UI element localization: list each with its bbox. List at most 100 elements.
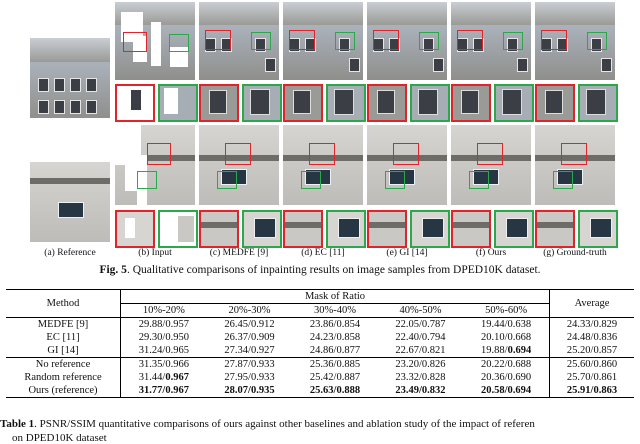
gi-crop-red-top	[367, 84, 407, 122]
ground-truth-image-bottom	[535, 125, 615, 205]
input-image-top	[115, 2, 195, 80]
caption-gi: (e) GI [14]	[386, 248, 428, 258]
header-average: Average	[549, 289, 634, 318]
score-cell: 25.42/0.887	[309, 372, 361, 383]
caption-input: (b) Input	[138, 248, 172, 258]
score-cell: 31.35/0.966	[119, 357, 207, 371]
input-crop-green-top	[158, 84, 198, 122]
score-cell: 24.86/0.877	[309, 345, 361, 356]
average-cell: 24.48/0.836	[549, 331, 634, 344]
score-cell: 23.86/0.854	[309, 319, 361, 330]
header-method: Method	[6, 289, 121, 318]
score-cell: 20.10/0.668	[481, 332, 532, 343]
mask-range: 10%-20%	[119, 303, 207, 318]
reference-image-top	[30, 38, 110, 118]
table-caption-label: Table 1	[0, 418, 35, 430]
gi-crop-red-bottom	[367, 210, 407, 248]
table-caption-text: . PSNR/SSIM quantitative comparisons of …	[34, 418, 535, 430]
method-cell: Ours (reference)	[28, 385, 98, 396]
ec-image-bottom	[283, 125, 363, 205]
score-cell: 22.40/0.794	[395, 332, 446, 343]
score-cell: 29.30/0.950	[119, 331, 207, 344]
score-cell: 19.88/0.694	[481, 345, 532, 356]
score-cell: 26.45/0.912	[224, 319, 275, 330]
gi-image-bottom	[367, 125, 447, 205]
score-cell: 22.05/0.787	[395, 319, 446, 330]
gi-crop-green-top	[410, 84, 450, 122]
medfe-crop-green-top	[242, 84, 282, 122]
ours-crop-red-top	[451, 84, 491, 122]
mask-range: 50%-60%	[463, 303, 550, 318]
score-cell: 25.63/0.888	[309, 385, 361, 396]
score-cell: 23.20/0.826	[395, 359, 446, 370]
ours-crop-green-top	[494, 84, 534, 122]
average-cell: 24.33/0.829	[549, 317, 634, 331]
table-caption-line2: on DPED10K dataset	[12, 432, 107, 444]
caption-reference: (a) Reference	[44, 248, 96, 258]
score-cell: 26.37/0.909	[224, 332, 275, 343]
method-cell: GI [14]	[47, 345, 79, 356]
ground-truth-crop-green-bottom	[578, 210, 618, 248]
mask-range: 30%-40%	[292, 303, 378, 318]
ec-image-top	[283, 2, 363, 80]
input-crop-red-top	[115, 84, 155, 122]
score-cell: 27.87/0.933	[224, 359, 275, 370]
figure-caption-label: Fig. 5	[99, 264, 127, 276]
score-cell: 27.34/0.927	[224, 345, 275, 356]
score-cell: 22.67/0.821	[395, 345, 446, 356]
average-cell: 25.70/0.861	[549, 371, 634, 384]
figure-5: (a) Reference (b) Input (c) MEDFE [9] (d…	[30, 2, 618, 258]
ec-crop-green-top	[326, 84, 366, 122]
score-cell: 20.36/0.690	[481, 372, 532, 383]
ground-truth-crop-green-top	[578, 84, 618, 122]
ground-truth-image-top	[535, 2, 615, 80]
caption-ground-truth: (g) Ground-truth	[543, 248, 607, 258]
medfe-crop-green-bottom	[242, 210, 282, 248]
medfe-crop-red-top	[199, 84, 239, 122]
figure-caption-text: . Qualitative comparisons of inpainting …	[126, 264, 541, 276]
score-cell: 20.22/0.688	[481, 359, 532, 370]
ec-crop-red-bottom	[283, 210, 323, 248]
method-cell: No reference	[35, 359, 91, 370]
input-crop-red-bottom	[115, 210, 155, 248]
ours-crop-green-bottom	[494, 210, 534, 248]
method-cell: EC [11]	[46, 332, 80, 343]
caption-medfe: (c) MEDFE [9]	[209, 248, 269, 258]
results-table: Method Mask of Ratio Average 10%-20% 20%…	[6, 289, 634, 398]
gi-image-top	[367, 2, 447, 80]
input-crop-green-bottom	[158, 210, 198, 248]
reference-image-bottom	[30, 162, 110, 242]
medfe-crop-red-bottom	[199, 210, 239, 248]
score-cell: 20.58/0.694	[481, 385, 532, 396]
score-cell: 28.07/0.935	[224, 385, 275, 396]
medfe-image-bottom	[199, 125, 279, 205]
method-cell: Random reference	[24, 372, 102, 383]
score-cell: 31.24/0.965	[119, 344, 207, 358]
ec-crop-red-top	[283, 84, 323, 122]
score-cell: 29.88/0.957	[119, 317, 207, 331]
average-cell: 25.20/0.857	[549, 344, 634, 358]
average-cell: 25.91/0.863	[549, 384, 634, 398]
score-cell: 24.23/0.858	[309, 332, 361, 343]
ours-crop-red-bottom	[451, 210, 491, 248]
input-image-bottom	[115, 125, 195, 205]
gi-crop-green-bottom	[410, 210, 450, 248]
score-cell: 23.49/0.832	[395, 385, 446, 396]
score-cell: 25.36/0.885	[309, 359, 361, 370]
ec-crop-green-bottom	[326, 210, 366, 248]
figure-caption: Fig. 5. Qualitative comparisons of inpai…	[0, 264, 640, 276]
medfe-image-top	[199, 2, 279, 80]
ours-image-top	[451, 2, 531, 80]
ground-truth-crop-red-top	[535, 84, 575, 122]
ground-truth-crop-red-bottom	[535, 210, 575, 248]
table-caption: Table 1. PSNR/SSIM quantitative comparis…	[0, 418, 535, 430]
mask-range: 40%-50%	[377, 303, 464, 318]
caption-ec: (d) EC [11]	[301, 248, 345, 258]
score-cell: 23.32/0.828	[395, 372, 446, 383]
header-mask-ratio: Mask of Ratio	[120, 289, 550, 304]
score-cell: 27.95/0.933	[224, 372, 275, 383]
method-cell: MEDFE [9]	[37, 319, 89, 330]
ours-image-bottom	[451, 125, 531, 205]
average-cell: 25.60/0.860	[549, 357, 634, 371]
caption-ours: (f) Ours	[475, 248, 507, 258]
